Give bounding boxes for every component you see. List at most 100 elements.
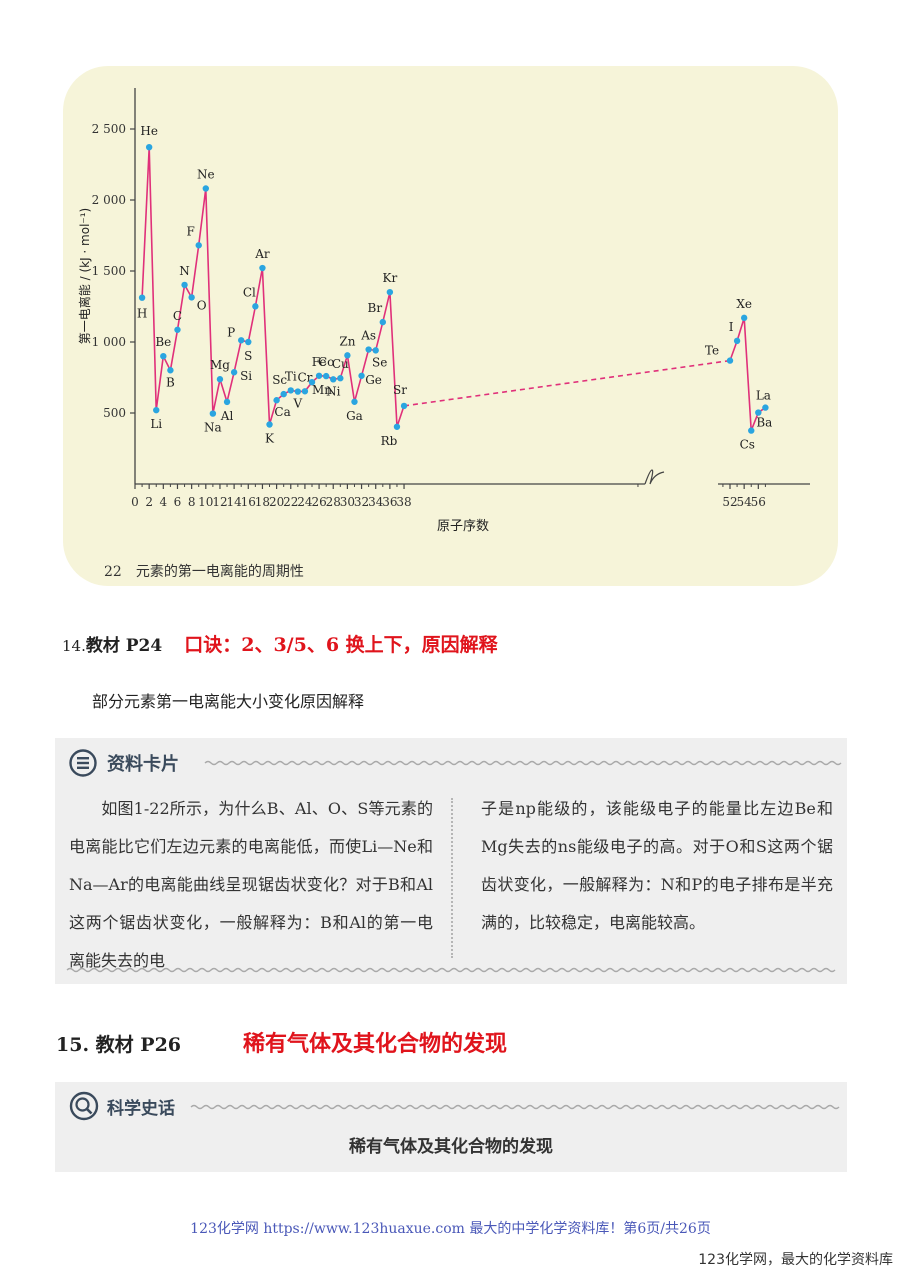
- data-point-Fe: [315, 372, 323, 379]
- x-tick-label: 26: [311, 495, 326, 509]
- x-tick-label: 34: [368, 495, 384, 509]
- point-label-Co: Co: [318, 355, 334, 369]
- section-14-heading: 14.教材 P24 口诀：2、3/5、6 换上下，原因解释: [62, 630, 498, 657]
- point-label-Ba: Ba: [756, 416, 772, 430]
- point-label-V: V: [293, 397, 303, 411]
- point-label-Se: Se: [372, 355, 387, 369]
- point-label-As: As: [360, 329, 376, 343]
- data-point-K: [266, 421, 273, 428]
- data-point-V: [294, 388, 302, 395]
- science-history-header: 科学史话: [69, 1091, 175, 1121]
- data-point-Sr: [400, 402, 408, 410]
- x-tick-label: 2: [145, 495, 153, 509]
- data-point-B: [167, 367, 174, 374]
- y-tick-label: 500: [103, 406, 126, 420]
- point-label-Sc: Sc: [272, 373, 287, 387]
- x-tick-label: 12: [212, 495, 227, 509]
- info-card-title: 资料卡片: [107, 754, 179, 775]
- data-point-Na: [209, 410, 217, 417]
- section-15-title: 15. 教材 P26: [56, 1034, 182, 1056]
- data-point-Kr: [386, 288, 394, 296]
- data-point-Al: [223, 398, 231, 406]
- point-label-Al: Al: [220, 409, 234, 423]
- info-card-header: 资料卡片: [69, 749, 179, 777]
- x-tick-label: 18: [255, 495, 270, 509]
- figure-caption: 22 元素的第一电离能的周期性: [104, 564, 304, 580]
- data-point-Ti: [287, 387, 294, 394]
- section-14-title: 教材 P24: [85, 636, 163, 656]
- data-point-He: [145, 143, 153, 151]
- site-watermark: 123化学网，最大的化学资料库: [698, 1252, 893, 1268]
- data-point-Te: [726, 357, 734, 364]
- point-label-K: K: [265, 432, 275, 446]
- point-label-La: La: [756, 389, 771, 403]
- x-axis-label: 原子序数: [437, 519, 489, 534]
- data-point-C: [174, 326, 181, 333]
- data-point-Sc: [280, 390, 287, 398]
- data-point-As: [365, 346, 372, 353]
- data-point-Mg: [216, 376, 224, 383]
- x-tick-label: 54: [737, 495, 753, 509]
- data-point-Mn: [308, 378, 316, 386]
- info-card: 资料卡片 如图1-22所示，为什么B、Al、O、S等元素的电离能比它们左边元素的…: [55, 738, 847, 984]
- section-14-subtitle: 部分元素第一电离能大小变化原因解释: [92, 692, 365, 711]
- point-label-Ga: Ga: [346, 409, 363, 423]
- point-label-Mn: Mn: [312, 383, 332, 397]
- data-point-Cl: [252, 303, 259, 310]
- data-point-Ni: [330, 376, 337, 383]
- x-tick-label: 36: [382, 495, 397, 509]
- science-history-title: 科学史话: [107, 1098, 175, 1119]
- data-point-Ar: [259, 264, 266, 272]
- chart-background: [63, 66, 838, 586]
- point-label-Ni: Ni: [326, 384, 341, 398]
- x-tick-label: 0: [131, 495, 139, 509]
- data-point-Ba: [755, 409, 762, 416]
- y-tick-label: 2 000: [92, 193, 126, 207]
- x-tick-label: 4: [159, 495, 167, 509]
- x-tick-label: 6: [174, 495, 182, 509]
- point-label-Xe: Xe: [736, 297, 752, 311]
- data-point-Cr: [301, 388, 309, 395]
- x-tick-label: 14: [226, 495, 242, 509]
- section-15-heading: 15. 教材 P26 稀有气体及其化合物的发现: [56, 1026, 507, 1058]
- x-tick-label: 38: [396, 495, 411, 509]
- card2-wave-top: [190, 1104, 840, 1110]
- card-wave-borders: [66, 760, 842, 973]
- x-tick-label: 32: [354, 495, 369, 509]
- point-label-Sr: Sr: [393, 383, 407, 397]
- point-label-Cl: Cl: [243, 285, 256, 299]
- card-wave-top: [204, 760, 842, 766]
- point-label-Ar: Ar: [254, 247, 270, 261]
- data-point-Be: [160, 353, 167, 360]
- x-tick-label: 24: [297, 495, 313, 509]
- point-label-C: C: [173, 309, 182, 323]
- document-icon: [69, 749, 97, 777]
- x-tick-label: 16: [241, 495, 256, 509]
- data-point-Ca: [273, 397, 280, 404]
- point-label-Na: Na: [204, 421, 222, 435]
- x-tick-label: 22: [283, 495, 298, 509]
- x-tick-label: 8: [188, 495, 196, 509]
- point-label-Mg: Mg: [210, 358, 230, 372]
- card-wave-bottom: [66, 967, 836, 973]
- data-point-Ne: [202, 185, 209, 192]
- point-label-Fe: Fe: [312, 355, 327, 369]
- section-15-topic: 稀有气体及其化合物的发现: [243, 1031, 508, 1057]
- point-label-Br: Br: [368, 301, 383, 315]
- x-tick-label: 10: [198, 495, 213, 509]
- point-label-He: He: [140, 124, 158, 138]
- data-point-Cs: [748, 427, 755, 434]
- science-history-card: 科学史话 稀有气体及其化合物的发现: [55, 1082, 847, 1172]
- point-label-I: I: [729, 320, 734, 334]
- point-label-Rb: Rb: [381, 434, 398, 448]
- data-point-Zn: [344, 352, 351, 359]
- point-label-Li: Li: [150, 417, 162, 431]
- data-point-Ge: [358, 372, 365, 379]
- data-point-N: [181, 281, 188, 289]
- info-card-right-text: 子是np能级的，该能级电子的能量比左边Be和Mg失去的ns能级电子的高。对于O和…: [481, 799, 833, 932]
- science-history-subtitle: 稀有气体及其化合物的发现: [349, 1137, 553, 1157]
- info-card-left-text: 如图1-22所示，为什么B、Al、O、S等元素的电离能比它们左边元素的电离能低，…: [69, 799, 433, 970]
- point-label-P: P: [227, 325, 235, 339]
- data-point-O: [188, 294, 195, 301]
